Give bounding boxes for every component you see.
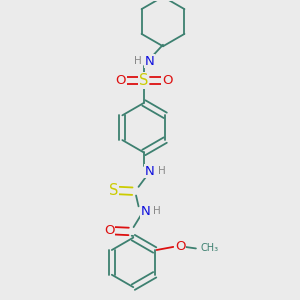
Text: CH₃: CH₃ (201, 244, 219, 254)
Text: O: O (104, 224, 115, 237)
Text: H: H (153, 206, 161, 216)
Text: O: O (115, 74, 126, 87)
Text: O: O (175, 240, 186, 254)
Text: H: H (134, 56, 142, 66)
Text: S: S (139, 73, 148, 88)
Text: O: O (162, 74, 172, 87)
Text: N: N (140, 205, 150, 218)
Text: N: N (145, 165, 155, 178)
Text: H: H (158, 166, 166, 176)
Text: S: S (109, 183, 119, 198)
Text: N: N (145, 55, 154, 68)
